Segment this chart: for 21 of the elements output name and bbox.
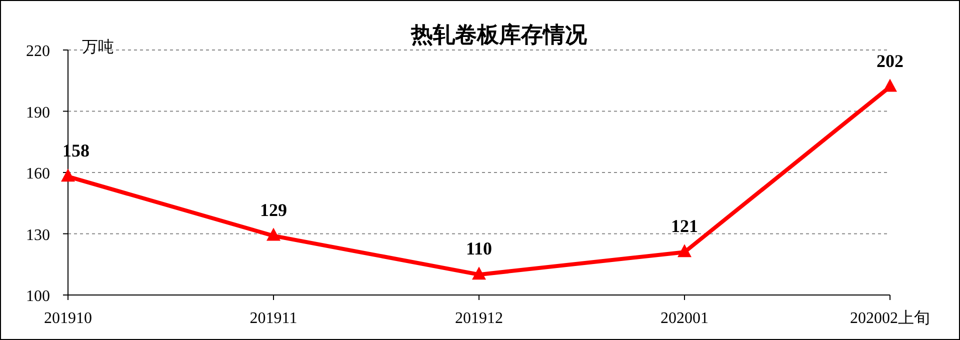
point [883,78,897,92]
y-tick-label: 160 [26,166,50,182]
data-label: 202 [876,50,904,71]
chart-title: 热轧卷板库存情况 [410,22,588,47]
x-tick-label: 202001 [660,310,708,327]
y-tick-label: 100 [26,288,50,305]
x-tick-label: 201910 [44,310,92,327]
point [472,266,486,280]
data-label: 110 [466,238,492,259]
x-tick-label: 202002上旬 [850,309,930,327]
y-tick-label: 220 [26,43,50,60]
data-label: 121 [671,216,698,236]
y-tick-label: 190 [26,104,50,122]
x-tick-label: 201912 [455,310,503,327]
data-label: 129 [260,200,287,220]
x-tick-label: 201911 [250,310,298,327]
y-axis-title: 万吨 [82,38,114,56]
point [678,244,692,258]
point [266,228,280,241]
y-tick-label: 130 [26,226,50,244]
point [61,168,75,182]
